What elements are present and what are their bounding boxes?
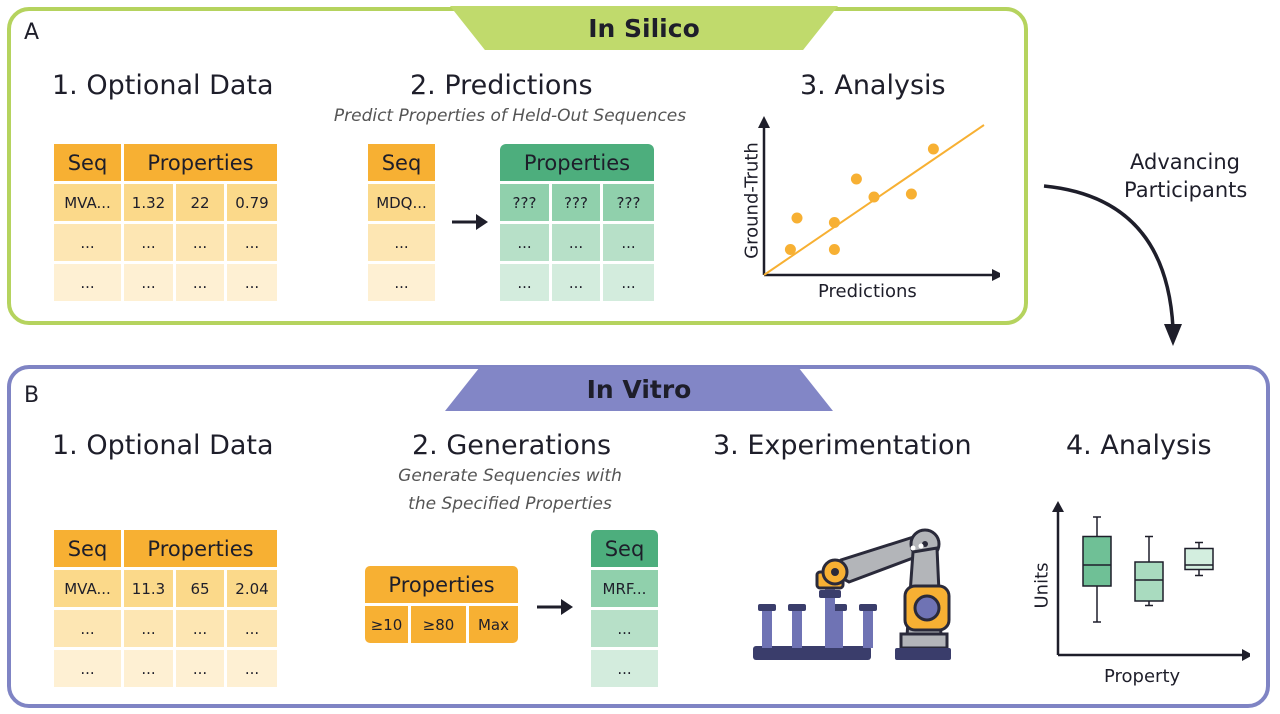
table-cell: MDQ... xyxy=(368,184,435,221)
scatter-point xyxy=(868,191,880,203)
a-step1-title: 1. Optional Data xyxy=(52,70,274,101)
table-cell: 22 xyxy=(176,184,224,221)
table-cell: ... xyxy=(603,264,654,301)
table-header-seq: Seq xyxy=(368,144,435,181)
table-cell: ... xyxy=(54,650,121,687)
table-cell: ... xyxy=(54,224,121,261)
table-cell: ... xyxy=(124,610,173,647)
scatter-x-label: Predictions xyxy=(818,281,917,302)
box-body xyxy=(1082,535,1112,587)
b-step3-title: 3. Experimentation xyxy=(713,430,972,461)
scatter-point xyxy=(927,143,939,155)
table-cell: MVA... xyxy=(54,184,121,221)
scatter-point xyxy=(828,244,840,255)
table-cell: ... xyxy=(552,264,600,301)
scatter-plot xyxy=(758,116,1000,281)
table-cell: ... xyxy=(176,224,224,261)
table-cell: ... xyxy=(124,224,173,261)
table-cell: ... xyxy=(124,650,173,687)
y-axis-arrowhead xyxy=(1052,501,1064,512)
table-cell: ... xyxy=(227,650,277,687)
table-cell: ... xyxy=(54,610,121,647)
table-header-properties: Properties xyxy=(500,144,654,181)
b-step2-subtitle-line1: Generate Sequencies with xyxy=(398,466,622,486)
table-header-properties: Properties xyxy=(365,566,518,603)
table-cell: ... xyxy=(124,264,173,301)
a-step2-subtitle: Predict Properties of Held-Out Sequences xyxy=(333,106,687,126)
scatter-point xyxy=(791,212,803,224)
box-plot xyxy=(1052,501,1250,661)
x-axis-arrowhead xyxy=(1242,649,1250,661)
table-cell: ... xyxy=(176,264,224,301)
in-vitro-title: In Vitro xyxy=(445,367,833,411)
b-step2-subtitle-line2: the Specified Properties xyxy=(408,494,612,514)
y-axis-arrowhead xyxy=(758,116,770,128)
table-cell: ... xyxy=(500,264,549,301)
curved-arrow-icon xyxy=(1043,184,1182,346)
b-step1-title: 1. Optional Data xyxy=(52,430,274,461)
advancing-label-line1: Advancing xyxy=(1130,150,1240,174)
table-header-seq: Seq xyxy=(591,530,658,567)
table-cell: 0.79 xyxy=(227,184,277,221)
x-axis-arrowhead xyxy=(992,269,1000,281)
scatter-y-label: Ground-Truth xyxy=(741,142,763,259)
table-cell: ... xyxy=(368,264,435,301)
b-step2-title: 2. Generations xyxy=(412,430,612,461)
box-x-label: Property xyxy=(1104,666,1181,687)
box-body xyxy=(1134,561,1164,602)
advancing-label-line2: Participants xyxy=(1124,178,1248,202)
table-header-seq: Seq xyxy=(54,530,121,567)
table-cell: Max xyxy=(469,606,518,643)
table-cell: MVA... xyxy=(54,570,121,607)
scatter-point xyxy=(784,244,796,255)
a-step2-title: 2. Predictions xyxy=(410,70,593,101)
panel-a-letter: A xyxy=(24,20,40,45)
right-arrow-icon xyxy=(452,214,488,230)
b-step4-title: 4. Analysis xyxy=(1066,430,1212,461)
table-cell: ... xyxy=(54,264,121,301)
box-body xyxy=(1184,547,1214,571)
table-cell: ... xyxy=(591,650,658,687)
table-cell: ??? xyxy=(552,184,600,221)
table-cell: 11.3 xyxy=(124,570,173,607)
scatter-point xyxy=(905,188,917,200)
table-cell: ... xyxy=(176,650,224,687)
table-cell: ... xyxy=(591,610,658,647)
table-header-properties: Properties xyxy=(124,530,277,567)
table-cell: ... xyxy=(552,224,600,261)
table-cell: MRF... xyxy=(591,570,658,607)
table-cell: ... xyxy=(368,224,435,261)
scatter-point xyxy=(850,173,862,185)
table-cell: ... xyxy=(176,610,224,647)
table-cell: ... xyxy=(227,224,277,261)
robot-arm-icon xyxy=(753,528,951,660)
table-header-seq: Seq xyxy=(54,144,121,181)
right-arrow-icon xyxy=(537,599,573,615)
scatter-point xyxy=(828,217,840,228)
table-cell: ≥10 xyxy=(365,606,408,643)
table-header-properties: Properties xyxy=(124,144,277,181)
table-cell: 2.04 xyxy=(227,570,277,607)
table-cell: ??? xyxy=(500,184,549,221)
table-cell: ... xyxy=(500,224,549,261)
table-cell: 65 xyxy=(176,570,224,607)
table-cell: ... xyxy=(227,264,277,301)
in-silico-title: In Silico xyxy=(450,6,838,50)
box-y-label: Units xyxy=(1031,562,1053,609)
table-cell: 1.32 xyxy=(124,184,173,221)
table-cell: ??? xyxy=(603,184,654,221)
table-cell: ≥80 xyxy=(411,606,466,643)
table-cell: ... xyxy=(603,224,654,261)
panel-b-letter: B xyxy=(24,383,40,408)
table-cell: ... xyxy=(227,610,277,647)
a-step3-title: 3. Analysis xyxy=(800,70,946,101)
